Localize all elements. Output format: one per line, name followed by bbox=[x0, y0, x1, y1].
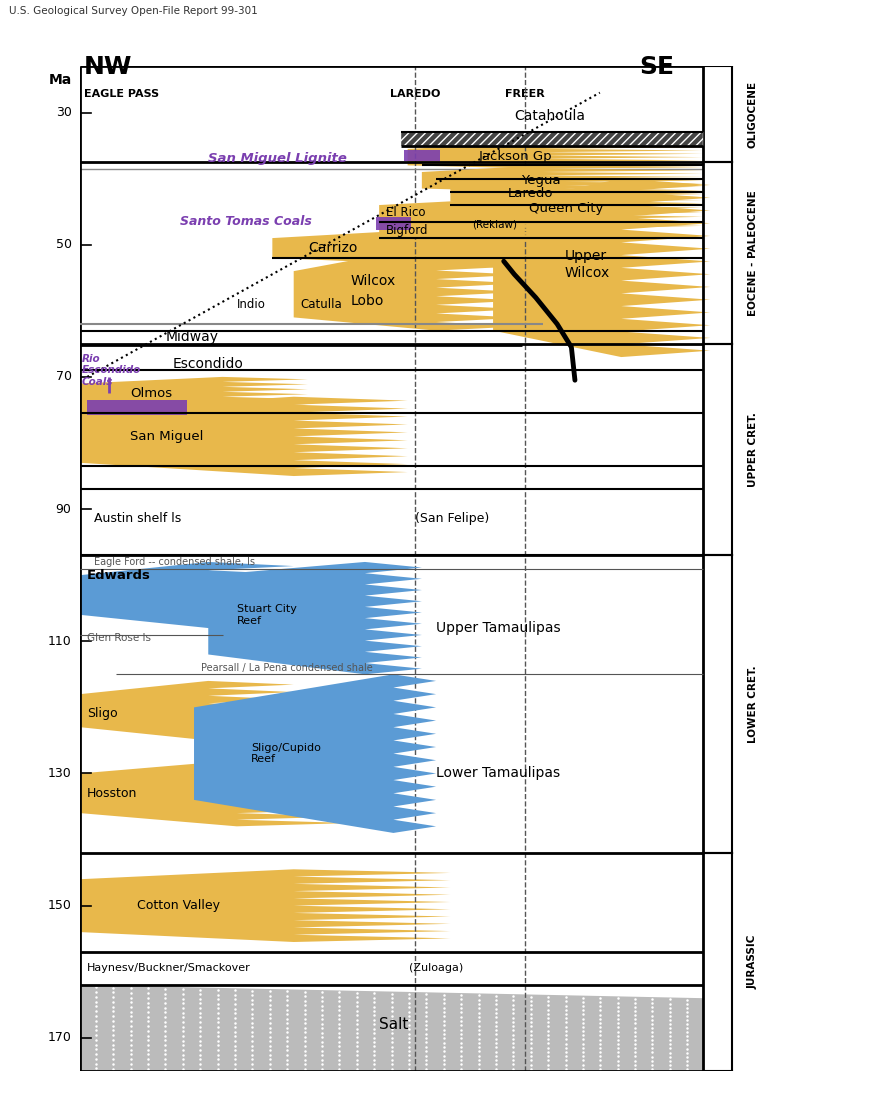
Polygon shape bbox=[80, 681, 294, 741]
Text: 130: 130 bbox=[48, 767, 71, 779]
Text: 110: 110 bbox=[48, 635, 71, 648]
Text: (Zuloaga): (Zuloaga) bbox=[409, 964, 463, 974]
Polygon shape bbox=[493, 179, 710, 357]
Polygon shape bbox=[408, 142, 703, 169]
Polygon shape bbox=[422, 166, 703, 192]
Text: Cotton Valley: Cotton Valley bbox=[137, 899, 220, 912]
Bar bbox=[376, 217, 411, 230]
Text: Haynesv/Buckner/Smackover: Haynesv/Buckner/Smackover bbox=[87, 964, 251, 974]
Polygon shape bbox=[80, 985, 703, 1071]
Text: Queen City: Queen City bbox=[529, 202, 603, 215]
Text: Glen Rose ls: Glen Rose ls bbox=[87, 633, 151, 643]
Polygon shape bbox=[80, 562, 294, 628]
Text: Escondido: Escondido bbox=[173, 357, 244, 371]
Text: Laredo: Laredo bbox=[507, 188, 553, 200]
Polygon shape bbox=[80, 869, 450, 942]
Text: Stuart City
Reef: Stuart City Reef bbox=[237, 604, 296, 626]
Text: (Reklaw): (Reklaw) bbox=[472, 220, 517, 230]
Text: 170: 170 bbox=[48, 1031, 71, 1044]
Text: 150: 150 bbox=[48, 899, 71, 912]
Polygon shape bbox=[379, 199, 600, 225]
Polygon shape bbox=[272, 225, 600, 268]
Text: SE: SE bbox=[640, 55, 675, 79]
Text: NW: NW bbox=[84, 55, 132, 79]
Text: Pearsall / La Pena condensed shale: Pearsall / La Pena condensed shale bbox=[201, 662, 373, 672]
Text: EOCENE - PALEOCENE: EOCENE - PALEOCENE bbox=[748, 190, 758, 316]
Text: Eagle Ford -- condensed shale, ls: Eagle Ford -- condensed shale, ls bbox=[94, 556, 255, 567]
Text: LOWER CRET.: LOWER CRET. bbox=[748, 666, 758, 743]
Text: 90: 90 bbox=[56, 502, 71, 516]
Text: Bigford: Bigford bbox=[386, 224, 429, 236]
Bar bbox=[404, 149, 440, 161]
Text: 30: 30 bbox=[56, 106, 71, 119]
Polygon shape bbox=[80, 396, 408, 476]
Text: San Miguel Lignite: San Miguel Lignite bbox=[208, 152, 347, 166]
Polygon shape bbox=[294, 245, 522, 330]
Polygon shape bbox=[400, 132, 703, 146]
Text: U.S. Geological Survey Open-File Report 99-301: U.S. Geological Survey Open-File Report … bbox=[9, 6, 257, 15]
Text: Olmos: Olmos bbox=[130, 386, 172, 400]
Text: Sligo: Sligo bbox=[87, 708, 117, 721]
Text: Santo Tomas Coals: Santo Tomas Coals bbox=[180, 215, 312, 229]
Text: Edwards: Edwards bbox=[87, 569, 151, 582]
Text: 70: 70 bbox=[55, 370, 71, 383]
Text: Catulla: Catulla bbox=[301, 298, 343, 310]
Text: EAGLE PASS: EAGLE PASS bbox=[84, 89, 158, 99]
Text: LAREDO: LAREDO bbox=[390, 89, 440, 99]
Polygon shape bbox=[80, 376, 308, 416]
Polygon shape bbox=[194, 675, 436, 832]
Text: Austin shelf ls: Austin shelf ls bbox=[94, 512, 182, 526]
Text: Lobo: Lobo bbox=[351, 294, 384, 308]
Polygon shape bbox=[80, 761, 351, 826]
Text: JURASSIC: JURASSIC bbox=[748, 935, 758, 989]
Text: Rio
Escondido
Coals: Rio Escondido Coals bbox=[82, 353, 141, 388]
Polygon shape bbox=[208, 562, 422, 675]
Text: Upper Tamaulipas: Upper Tamaulipas bbox=[436, 622, 561, 635]
Text: Hosston: Hosston bbox=[87, 787, 138, 799]
Polygon shape bbox=[479, 192, 703, 229]
Bar bbox=[87, 400, 187, 415]
Text: (San Felipe): (San Felipe) bbox=[415, 512, 489, 526]
Text: El Rico: El Rico bbox=[386, 206, 425, 220]
Text: Sligo/Cupido
Reef: Sligo/Cupido Reef bbox=[251, 743, 321, 764]
Text: Indio: Indio bbox=[237, 298, 265, 310]
Text: Midway: Midway bbox=[166, 330, 219, 344]
Text: Jackson Gp: Jackson Gp bbox=[479, 150, 553, 163]
Text: FREER: FREER bbox=[506, 89, 545, 99]
Polygon shape bbox=[450, 179, 703, 205]
Text: 50: 50 bbox=[55, 238, 71, 252]
Polygon shape bbox=[379, 215, 600, 242]
Text: Carrizo: Carrizo bbox=[308, 241, 357, 255]
Text: San Miguel: San Miguel bbox=[130, 429, 203, 443]
Text: Upper
Wilcox: Upper Wilcox bbox=[564, 250, 610, 279]
Text: OLIGOCENE: OLIGOCENE bbox=[748, 81, 758, 148]
Text: Yegua: Yegua bbox=[522, 174, 562, 187]
Text: Catahoula: Catahoula bbox=[514, 109, 586, 123]
Text: UPPER CRET.: UPPER CRET. bbox=[748, 412, 758, 487]
Text: Ma: Ma bbox=[48, 73, 71, 87]
Text: Lower Tamaulipas: Lower Tamaulipas bbox=[436, 766, 560, 781]
Text: Wilcox: Wilcox bbox=[351, 274, 396, 288]
Text: Salt: Salt bbox=[378, 1017, 409, 1032]
